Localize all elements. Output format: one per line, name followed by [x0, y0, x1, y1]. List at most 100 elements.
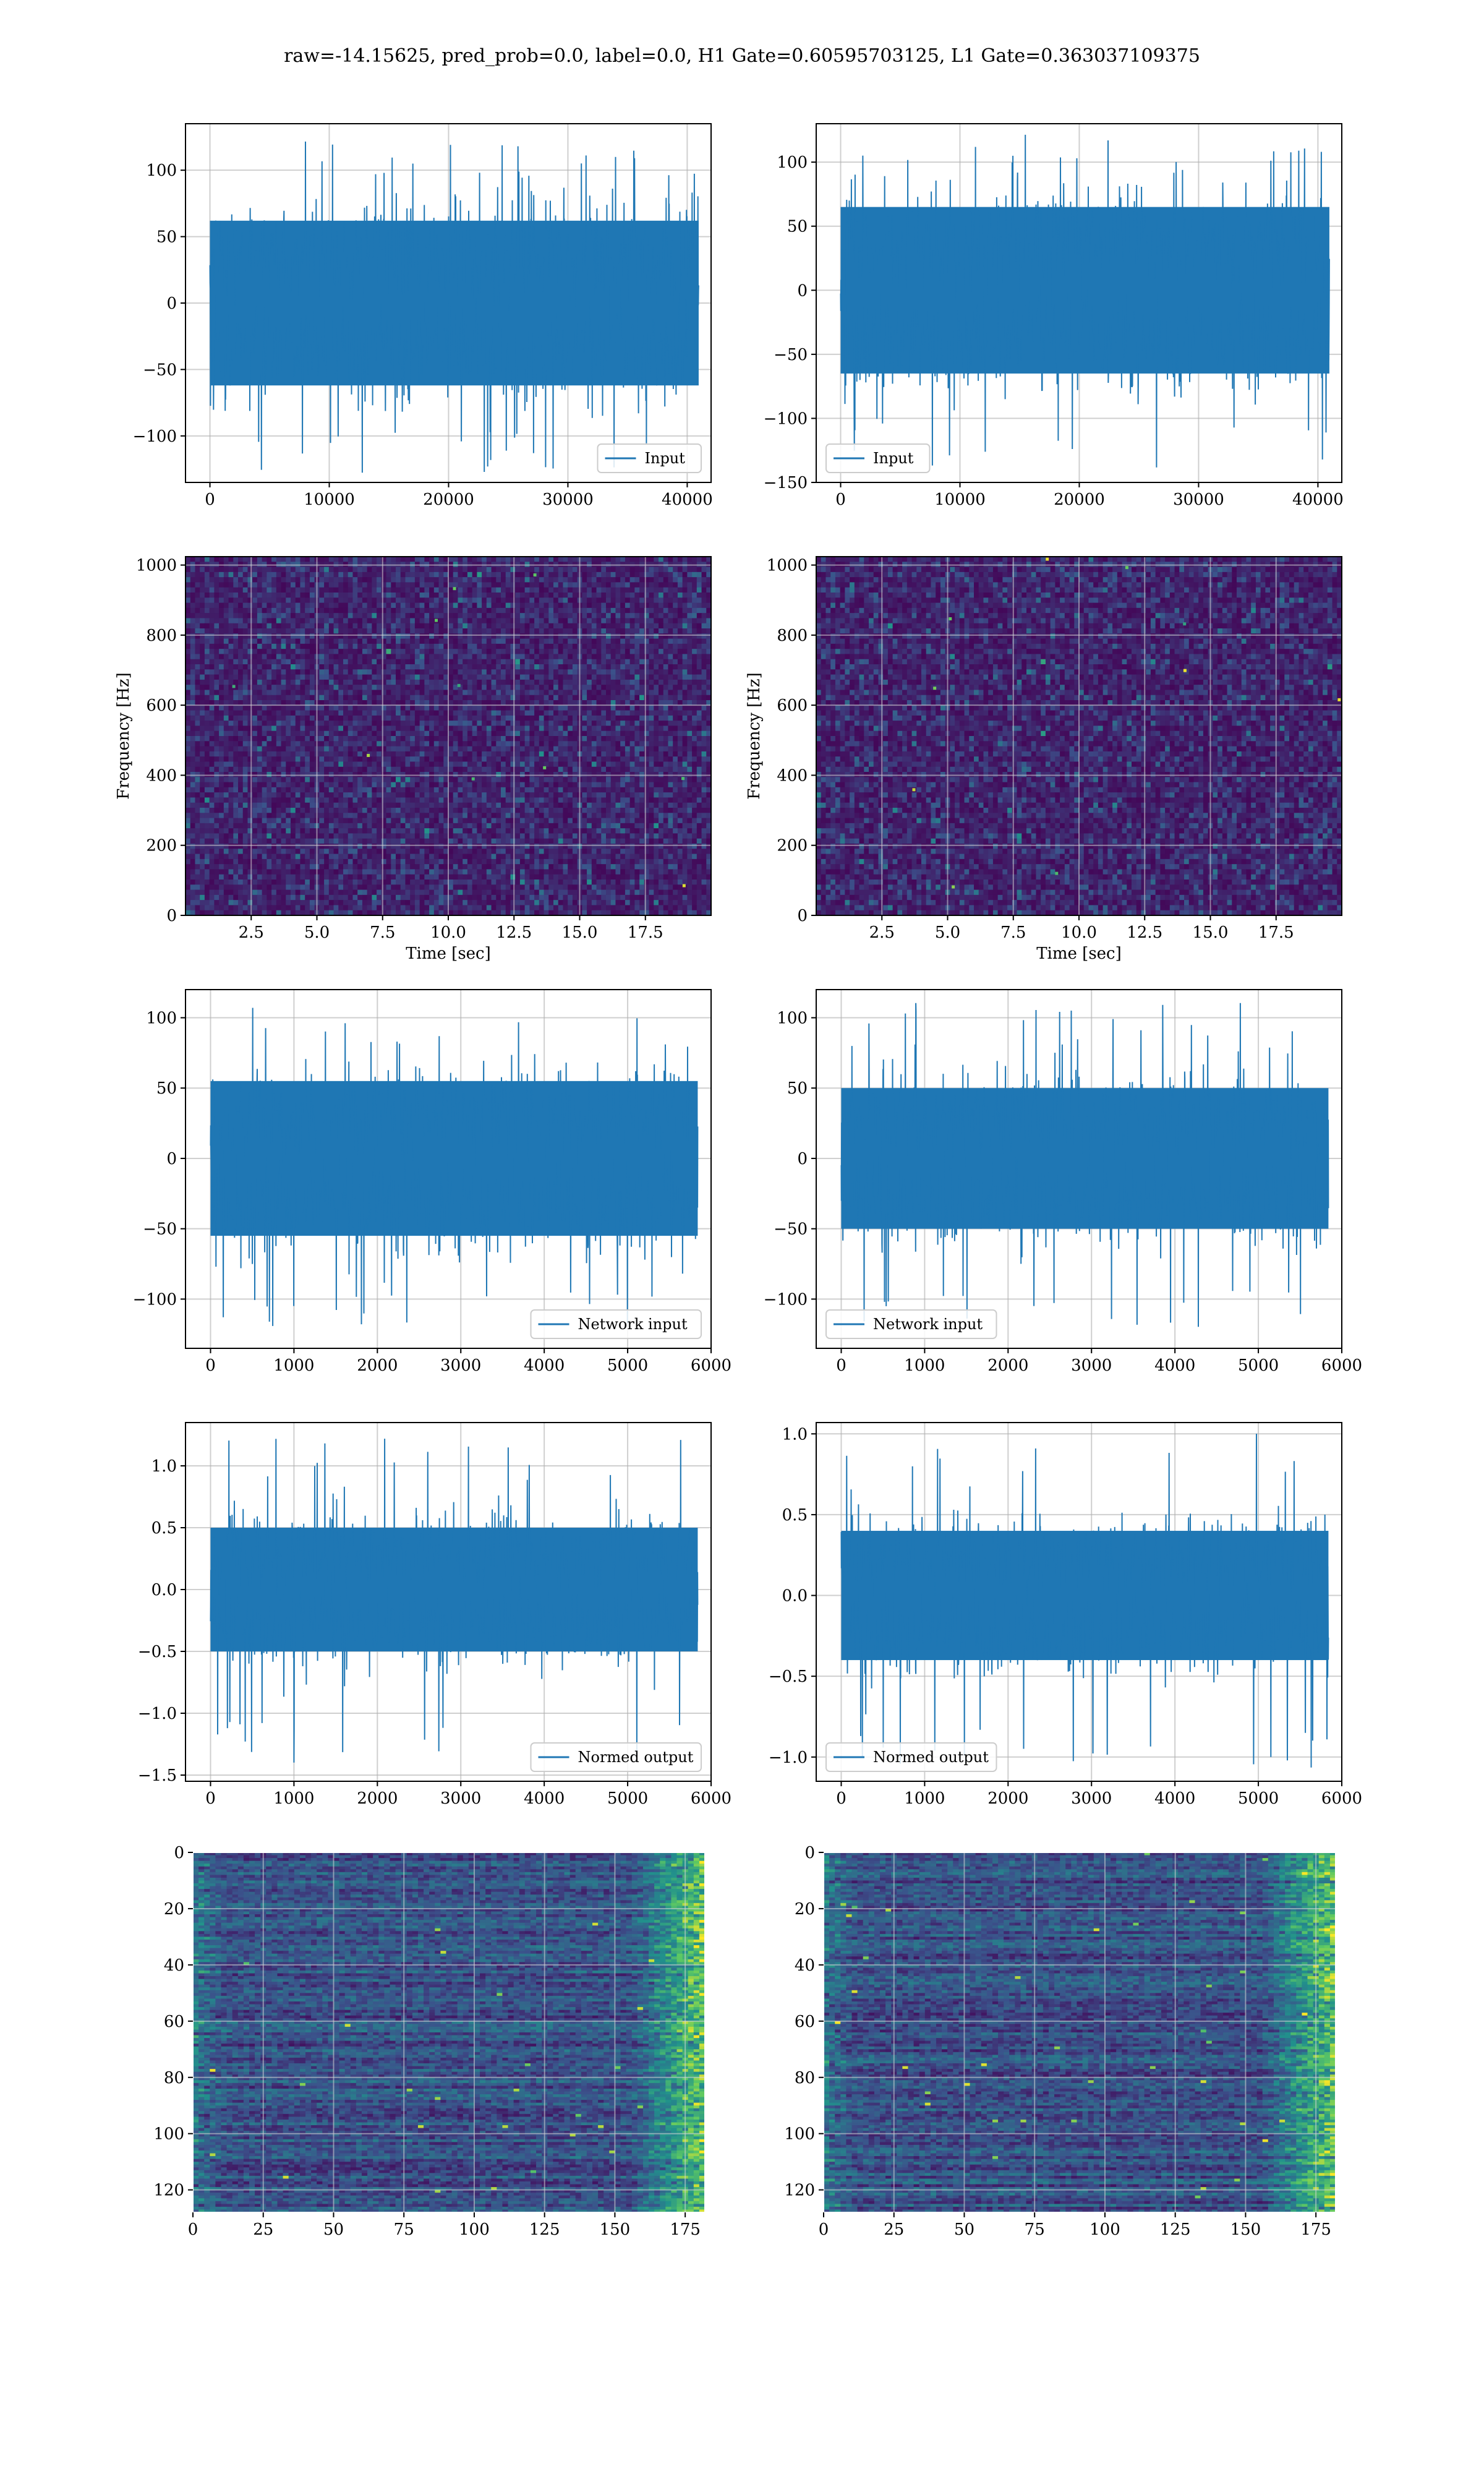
h1-normed-xtick-label: 6000	[691, 1789, 731, 1808]
l1-features-xtick-label: 100	[1090, 2220, 1120, 2239]
h1-spec-ylabel: Frequency [Hz]	[114, 672, 133, 800]
l1-input-xtick-label: 10000	[934, 490, 986, 509]
h1-input-xtick-label: 0	[205, 490, 215, 509]
l1-normed-legend: Normed output	[825, 1742, 997, 1772]
l1-input-ytick-label: −100	[764, 409, 808, 428]
h1-features-xtick-label: 0	[188, 2220, 198, 2239]
l1-spec-xtick-label: 17.5	[1258, 923, 1294, 942]
l1-features-grid	[824, 1852, 1336, 2212]
l1-normed-ytick-label: −1.0	[769, 1748, 808, 1767]
h1-netin-xtick-label: 0	[205, 1356, 216, 1375]
h1-spec-xlabel: Time [sec]	[406, 944, 491, 963]
h1-spec-grid	[186, 557, 711, 915]
h1-spec-ytick-label: 600	[146, 696, 177, 715]
h1-spec-ytick-label: 0	[166, 907, 177, 925]
h1-netin-ytick-label: 50	[156, 1079, 177, 1098]
h1-features-ytick-label: 20	[164, 1900, 184, 1919]
h1-spec-ytick-label: 200	[146, 837, 177, 855]
h1-normed-ytick-label: 0.5	[151, 1519, 177, 1538]
l1-normed-xtick-label: 4000	[1154, 1789, 1195, 1808]
l1-features-xtick-label: 150	[1230, 2220, 1261, 2239]
h1-features-xtick-label: 125	[529, 2220, 560, 2239]
h1-input-xtick-label: 30000	[542, 490, 594, 509]
h1-input-ytick-label: 0	[166, 294, 177, 313]
l1-netin-legend-box	[825, 1309, 997, 1339]
h1-spec-xtick-label: 10.0	[430, 923, 466, 942]
l1-spec-ytick-label: 200	[777, 837, 808, 855]
h1-normed-legend-label: Normed output	[578, 1748, 694, 1766]
l1-features-heatmap	[824, 1852, 1336, 2212]
l1-features-ytick-label: 120	[784, 2181, 815, 2200]
l1-spec-ylabel: Frequency [Hz]	[745, 672, 764, 800]
l1-normed-xtick-label: 1000	[904, 1789, 945, 1808]
l1-features-xtick-label: 75	[1025, 2220, 1045, 2239]
h1-netin-xtick-label: 2000	[357, 1356, 398, 1375]
h1-features-panel: 0 25 50 75 100 125 150 175 0 20 40 60 80 100 120	[153, 1844, 706, 2239]
l1-spec-xtick-label: 7.5	[1000, 923, 1026, 942]
h1-normed-ytick-label: 1.0	[151, 1457, 177, 1476]
h1-netin-ytick-label: 0	[166, 1150, 177, 1168]
h1-normed-legend: Normed output	[530, 1742, 702, 1772]
l1-netin-xtick-label: 3000	[1071, 1356, 1112, 1375]
h1-input-legend: Input	[597, 443, 702, 473]
h1-netin-xtick-label: 6000	[691, 1356, 731, 1375]
l1-features-ytick-label: 0	[804, 1844, 815, 1862]
l1-input-ytick-label: 100	[777, 153, 808, 172]
h1-features-xtick-label: 100	[459, 2220, 490, 2239]
l1-normed-ytick-label: 0.5	[782, 1506, 808, 1525]
l1-features-ytick-label: 60	[795, 2013, 815, 2031]
h1-spec-xtick-label: 5.0	[304, 923, 330, 942]
h1-normed-xtick-label: 3000	[440, 1789, 481, 1808]
h1-normed-xtick-label: 5000	[607, 1789, 648, 1808]
l1-features-xtick-label: 25	[884, 2220, 904, 2239]
l1-spec-panel: 2.5 5.0 7.5 10.0 12.5 15.0 17.5 0 200 400 600 800 10…	[745, 556, 1342, 963]
h1-features-ytick-label: 40	[164, 1956, 184, 1975]
h1-spec-heatmap	[186, 557, 711, 915]
l1-spec-xtick-label: 5.0	[935, 923, 960, 942]
l1-features-ytick-label: 100	[784, 2125, 815, 2144]
h1-features-heatmap	[193, 1852, 705, 2212]
h1-spec-ytick-label: 1000	[136, 557, 177, 575]
l1-normed-ytick-label: −0.5	[769, 1667, 808, 1686]
l1-normed-xtick-label: 6000	[1321, 1789, 1362, 1808]
l1-netin-ytick-label: 50	[787, 1079, 808, 1098]
h1-normed-xtick-label: 0	[205, 1789, 216, 1808]
h1-spec-xtick-label: 2.5	[239, 923, 264, 942]
l1-spec-ytick-label: 400	[777, 766, 808, 785]
h1-features-xtick-label: 175	[670, 2220, 701, 2239]
l1-input-panel: Input 0 10000 20000 30000 40000 −150 −100 −50 0 50…	[764, 123, 1344, 509]
l1-normed-frame	[816, 1422, 1342, 1782]
h1-spec-xtick-label: 15.0	[562, 923, 598, 942]
l1-spec-xtick-label: 10.0	[1061, 923, 1097, 942]
l1-features-xtick-label: 125	[1160, 2220, 1191, 2239]
h1-features-ytick-label: 80	[164, 2069, 184, 2087]
h1-netin-legend: Network input	[530, 1309, 702, 1339]
l1-normed-xtick-label: 3000	[1071, 1789, 1112, 1808]
h1-input-ytick-label: −50	[143, 361, 177, 379]
l1-netin-xtick-label: 0	[836, 1356, 846, 1375]
l1-spec-xtick-label: 12.5	[1127, 923, 1162, 942]
l1-netin-ytick-label: −100	[764, 1290, 808, 1309]
h1-features-xtick-label: 75	[394, 2220, 414, 2239]
h1-features-xtick-label: 150	[600, 2220, 631, 2239]
l1-input-legend: Input	[825, 443, 931, 473]
h1-netin-ytick-label: −50	[143, 1220, 177, 1239]
l1-normed-xtick-label: 5000	[1238, 1789, 1279, 1808]
l1-input-legend-box	[825, 443, 931, 473]
l1-spec-ytick-label: 0	[797, 907, 808, 925]
h1-netin-legend-box	[530, 1309, 702, 1339]
h1-spec-xtick-label: 7.5	[370, 923, 395, 942]
l1-netin-xtick-label: 5000	[1238, 1356, 1279, 1375]
h1-input-series-line	[209, 141, 699, 473]
h1-netin-xtick-label: 3000	[440, 1356, 481, 1375]
h1-spec-xtick-label: 17.5	[628, 923, 663, 942]
l1-input-xtick-label: 40000	[1292, 490, 1344, 509]
l1-features-xtick-label: 0	[819, 2220, 829, 2239]
l1-input-xtick-label: 30000	[1173, 490, 1224, 509]
l1-netin-series-line	[840, 1003, 1329, 1327]
h1-features-ytick-label: 120	[153, 2181, 184, 2200]
h1-normed-ytick-label: −1.0	[138, 1705, 177, 1723]
l1-netin-xtick-label: 1000	[904, 1356, 945, 1375]
h1-features-frame	[192, 1852, 706, 2213]
